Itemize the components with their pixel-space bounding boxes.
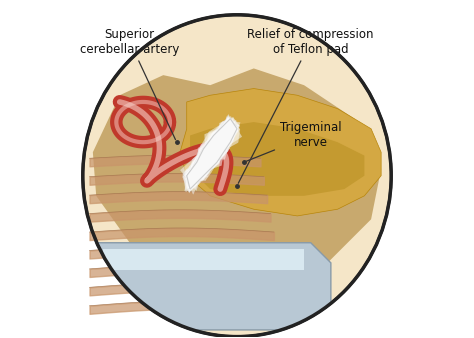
Polygon shape: [182, 123, 239, 191]
Polygon shape: [187, 118, 232, 187]
Polygon shape: [183, 119, 237, 191]
Polygon shape: [183, 116, 242, 190]
Polygon shape: [187, 123, 235, 192]
Polygon shape: [185, 115, 239, 185]
Polygon shape: [188, 118, 239, 196]
Polygon shape: [182, 117, 239, 190]
Polygon shape: [184, 117, 235, 189]
Polygon shape: [185, 121, 237, 189]
Polygon shape: [183, 114, 233, 192]
Text: Relief of compression
of Teflon pad: Relief of compression of Teflon pad: [238, 28, 374, 183]
Polygon shape: [182, 124, 241, 189]
Polygon shape: [190, 122, 365, 196]
Polygon shape: [93, 68, 381, 286]
Polygon shape: [187, 115, 239, 192]
Polygon shape: [185, 113, 240, 191]
Ellipse shape: [83, 15, 391, 337]
Polygon shape: [103, 249, 304, 270]
Text: Superior
cerebellar artery: Superior cerebellar artery: [80, 28, 180, 140]
Polygon shape: [186, 116, 241, 188]
Polygon shape: [189, 118, 240, 190]
Polygon shape: [187, 119, 237, 189]
Polygon shape: [184, 127, 236, 189]
Polygon shape: [180, 89, 381, 216]
Polygon shape: [183, 121, 233, 192]
Polygon shape: [184, 116, 234, 192]
Text: Trigeminal
nerve: Trigeminal nerve: [246, 121, 342, 161]
Polygon shape: [96, 243, 331, 330]
Polygon shape: [180, 114, 238, 185]
